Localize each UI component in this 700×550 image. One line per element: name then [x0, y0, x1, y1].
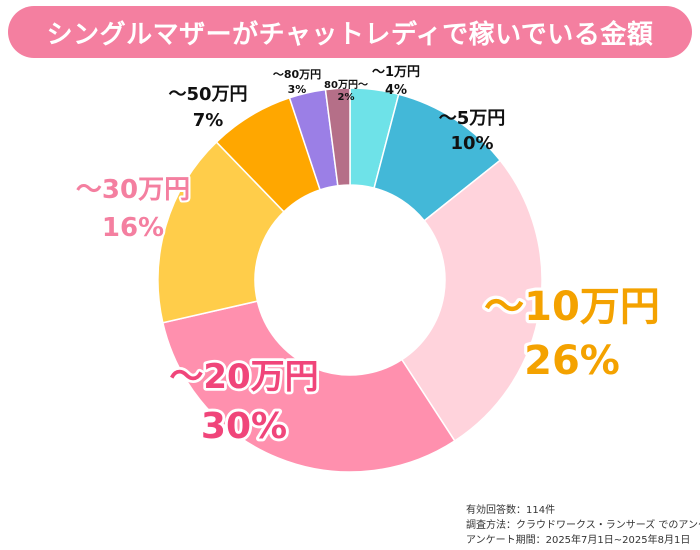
slice-4-percent: 30% [201, 406, 287, 447]
donut-slice-5 [157, 141, 285, 324]
slice-1-label: ～1万円 [372, 65, 420, 80]
footnote: 有効回答数：114件 調査方法：クラウドワークス・ランサーズ でのアンケート ア… [466, 503, 700, 548]
footnote-responses: 有効回答数：114件 [466, 505, 556, 516]
footnote-period: アンケート期間：2025年7月1日~2025年8月1日 [466, 535, 691, 546]
footnote-method: 調査方法：クラウドワークス・ランサーズ でのアンケート [466, 520, 700, 531]
slice-8-label: 80万円～ [324, 79, 368, 91]
slice-7-label: ～80万円 [273, 68, 321, 81]
slice-7-percent: 3% [288, 83, 307, 96]
donut-slice-4 [161, 300, 456, 473]
slice-3-label: ～10万円 [484, 284, 660, 330]
title-bar: シングルマザーがチャットレディで稼いでいる金額 [8, 6, 692, 58]
slice-6-percent: 7% [193, 110, 224, 131]
slice-2-percent: 10% [450, 133, 493, 154]
slice-2-label: ～5万円 [439, 108, 506, 129]
slice-4-label: ～20万円 [169, 357, 318, 397]
slice-6-label: ～50万円 [168, 84, 247, 105]
slice-5-percent: 16% [102, 213, 164, 243]
donut-slice-8 [324, 87, 351, 187]
chart-title: シングルマザーがチャットレディで稼いでいる金額 [46, 19, 654, 50]
slice-8-percent: 2% [338, 92, 355, 103]
slice-3-percent: 26% [524, 338, 620, 384]
slice-5-label: ～30万円 [76, 175, 190, 205]
slice-1-percent: 4% [385, 83, 407, 98]
donut-slice-3 [400, 159, 543, 442]
